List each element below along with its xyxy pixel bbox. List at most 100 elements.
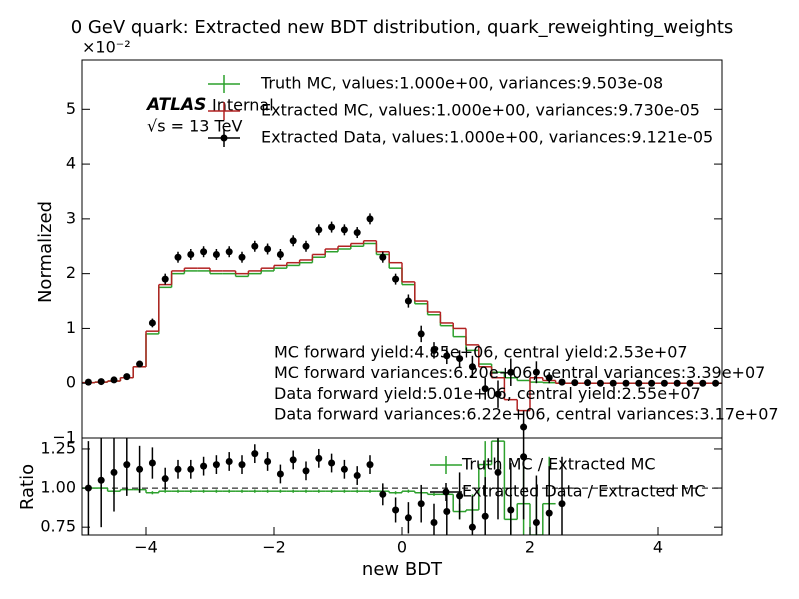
- data-point: [430, 518, 438, 526]
- x-tick-label: 4: [653, 538, 663, 557]
- data-point: [673, 379, 681, 387]
- data-point: [468, 363, 476, 371]
- data-point: [328, 459, 336, 467]
- data-point: [187, 465, 195, 473]
- data-point: [264, 245, 272, 253]
- data-point: [520, 423, 528, 431]
- data-point: [622, 379, 630, 387]
- data-point: [200, 248, 208, 256]
- data-point: [456, 355, 464, 363]
- data-point: [353, 229, 361, 237]
- data-point: [251, 450, 259, 458]
- annotation: MC forward variances:6.20e+06, central v…: [274, 363, 765, 382]
- data-point: [97, 476, 105, 484]
- data-point: [571, 379, 579, 387]
- legend-label: Extracted MC, values:1.000e+00, variance…: [261, 101, 700, 120]
- data-point: [148, 319, 156, 327]
- plot-area: [82, 438, 722, 535]
- y-tick-label: −1: [52, 428, 76, 447]
- axes-frame: [81, 437, 723, 536]
- x-tick-label: −4: [134, 538, 158, 557]
- legend-label: Extracted Data, values:1.000e+00, varian…: [261, 128, 713, 147]
- data-point: [532, 368, 540, 376]
- data-point: [315, 454, 323, 462]
- data-point: [302, 242, 310, 250]
- x-axis-label: new BDT: [362, 559, 443, 580]
- atlas-status: Internal: [212, 96, 274, 115]
- data-point: [648, 379, 656, 387]
- data-point: [417, 500, 425, 508]
- data-point: [174, 465, 182, 473]
- legend-label: Truth MC, values:1.000e+00, variances:9.…: [260, 74, 663, 93]
- data-point: [404, 514, 412, 522]
- data-point: [328, 223, 336, 231]
- data-point: [353, 472, 361, 480]
- y-tick-label: 0.75: [40, 517, 76, 536]
- data-point: [84, 378, 92, 386]
- data-point: [161, 475, 169, 483]
- y-tick-label: 4: [66, 154, 76, 173]
- data-point: [558, 378, 566, 386]
- data-point: [225, 248, 233, 256]
- data-point: [212, 250, 220, 258]
- data-point: [609, 379, 617, 387]
- data-point: [340, 226, 348, 234]
- data-point: [545, 374, 553, 382]
- data-point: [507, 506, 515, 514]
- data-point: [545, 509, 553, 517]
- x-tick-label: 2: [525, 538, 535, 557]
- data-point: [238, 461, 246, 469]
- data-point: [123, 461, 131, 469]
- x-tick-label: 0: [397, 538, 407, 557]
- data-point: [276, 470, 284, 478]
- data-point: [520, 453, 528, 461]
- legend-label: Truth MC / Extracted MC: [461, 455, 656, 474]
- y-tick-label: 2: [66, 263, 76, 282]
- data-point: [686, 379, 694, 387]
- data-point: [392, 275, 400, 283]
- data-point: [136, 360, 144, 368]
- data-point: [660, 379, 668, 387]
- y-tick-label: 1.00: [40, 478, 76, 497]
- data-point: [174, 253, 182, 261]
- data-point: [200, 462, 208, 470]
- y-tick-label: 1.25: [40, 438, 76, 457]
- data-point: [251, 242, 259, 250]
- data-point: [392, 506, 400, 514]
- data-point: [481, 385, 489, 393]
- data-point: [148, 459, 156, 467]
- data-point: [481, 512, 489, 520]
- data-point: [276, 250, 284, 258]
- y-tick-label: 3: [66, 208, 76, 227]
- data-point: [699, 379, 707, 387]
- data-point: [289, 237, 297, 245]
- data-point: [123, 373, 131, 381]
- data-point: [238, 253, 246, 261]
- data-point: [340, 465, 348, 473]
- y-tick-label: 0: [66, 373, 76, 392]
- data-point: [264, 457, 272, 465]
- data-point: [212, 461, 220, 469]
- data-point: [161, 275, 169, 283]
- data-point: [366, 215, 374, 223]
- data-point: [110, 376, 118, 384]
- data-point: [430, 346, 438, 354]
- data-point: [379, 253, 387, 261]
- x-tick-label: −2: [262, 538, 286, 557]
- annotation: Data forward yield:5.01e+06, central yie…: [274, 384, 701, 403]
- annotation: MC forward yield:4.85e+06, central yield…: [274, 343, 688, 362]
- data-point: [468, 523, 476, 531]
- atlas-label: ATLAS: [145, 95, 206, 115]
- data-point: [379, 490, 387, 498]
- y-tick-label: 1: [66, 318, 76, 337]
- data-point: [494, 468, 502, 476]
- data-point: [494, 390, 502, 398]
- data-point: [97, 378, 105, 386]
- data-point: [584, 379, 592, 387]
- y-axis-label: Ratio: [17, 464, 38, 510]
- data-point: [404, 297, 412, 305]
- data-point: [315, 226, 323, 234]
- data-point: [443, 352, 451, 360]
- data-point: [417, 330, 425, 338]
